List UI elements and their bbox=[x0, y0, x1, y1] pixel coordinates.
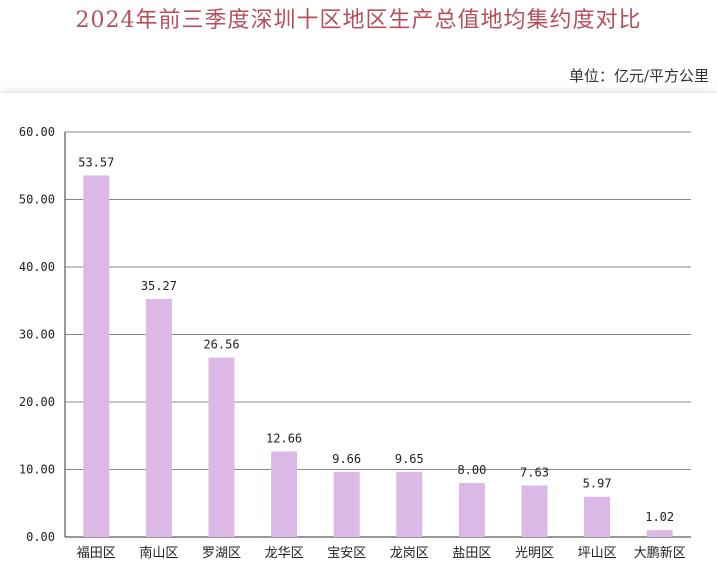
y-tick-label: 30.00 bbox=[19, 328, 55, 342]
x-tick-label: 大鹏新区 bbox=[634, 545, 686, 561]
data-label: 12.66 bbox=[266, 432, 302, 446]
y-tick-label: 0.00 bbox=[26, 530, 55, 544]
bar bbox=[208, 357, 235, 537]
y-tick-label: 60.00 bbox=[19, 125, 55, 139]
bar bbox=[646, 530, 673, 537]
data-label: 26.56 bbox=[203, 338, 239, 352]
x-tick-label: 光明区 bbox=[515, 546, 554, 561]
bar bbox=[333, 471, 360, 537]
x-tick-label: 龙华区 bbox=[265, 546, 304, 561]
bar bbox=[396, 471, 423, 537]
x-tick-label: 罗湖区 bbox=[202, 546, 241, 561]
bar bbox=[584, 496, 611, 537]
bar bbox=[83, 175, 110, 537]
y-tick-label: 20.00 bbox=[19, 395, 55, 409]
bar bbox=[145, 298, 172, 537]
data-label: 9.66 bbox=[332, 452, 361, 466]
data-label: 9.65 bbox=[395, 452, 424, 466]
chart-title: 2024年前三季度深圳十区地区生产总值地均集约度对比 bbox=[75, 8, 642, 33]
x-tick-label: 宝安区 bbox=[327, 546, 366, 561]
data-label: 8.00 bbox=[457, 463, 486, 477]
data-label: 1.02 bbox=[645, 510, 674, 524]
bar bbox=[458, 483, 485, 537]
x-tick-label: 福田区 bbox=[77, 546, 116, 561]
x-tick-label: 盐田区 bbox=[452, 546, 491, 561]
bar bbox=[521, 485, 548, 537]
y-tick-label: 10.00 bbox=[19, 463, 55, 477]
x-tick-label: 坪山区 bbox=[578, 546, 617, 561]
y-tick-label: 40.00 bbox=[19, 260, 55, 274]
unit-label: 单位：亿元/平方公里 bbox=[568, 67, 709, 85]
data-label: 35.27 bbox=[141, 279, 177, 293]
data-label: 7.63 bbox=[520, 465, 549, 479]
data-label: 53.57 bbox=[78, 155, 114, 169]
x-tick-label: 南山区 bbox=[139, 545, 178, 561]
x-tick-label: 龙岗区 bbox=[390, 546, 429, 561]
data-label: 5.97 bbox=[583, 477, 612, 491]
bar bbox=[271, 451, 298, 537]
y-tick-label: 50.00 bbox=[19, 193, 55, 207]
